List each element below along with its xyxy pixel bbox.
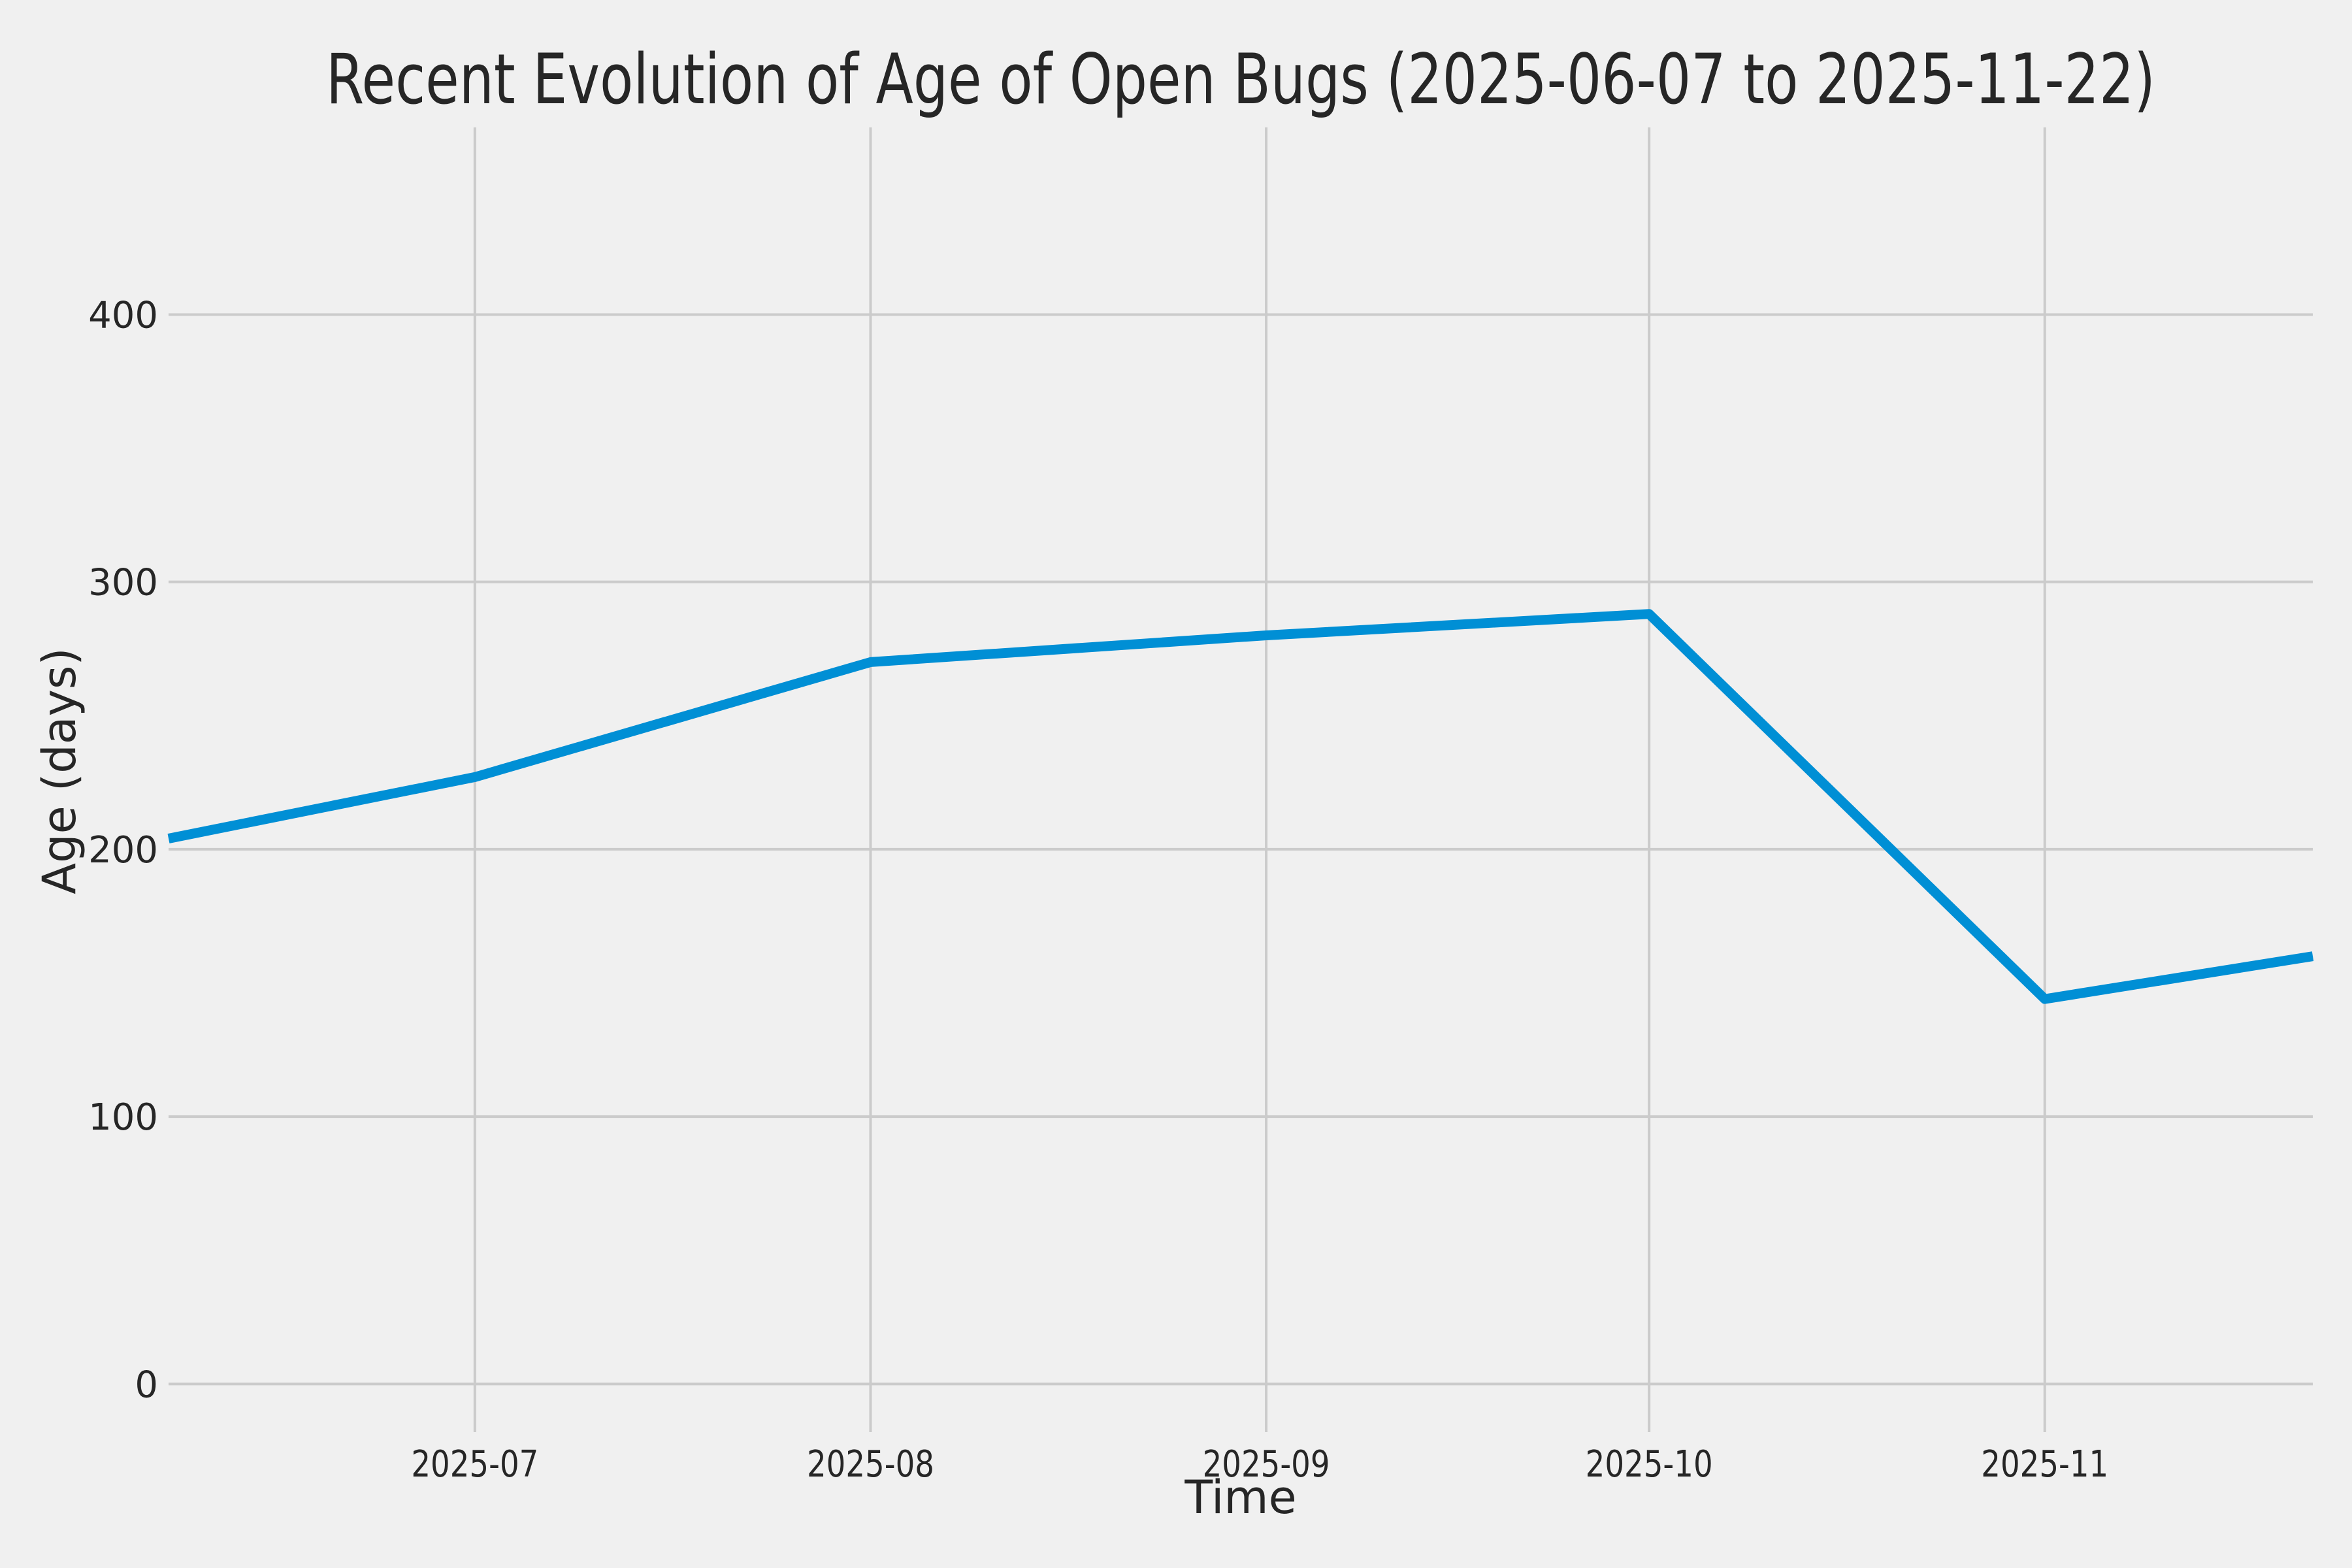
x-tick-label-2025-10: 2025-10 xyxy=(1586,1443,1713,1486)
series-line-age-of-open-bugs xyxy=(167,609,2314,1004)
gridlines-group xyxy=(169,127,2313,1432)
y-tick-label-100: 100 xyxy=(88,1096,158,1139)
y-tick-label-400: 400 xyxy=(88,294,158,336)
x-tick-label-2025-07: 2025-07 xyxy=(411,1443,538,1486)
x-axis-label: Time xyxy=(1184,1471,1296,1524)
y-tick-label-300: 300 xyxy=(88,562,158,604)
x-tick-label-2025-08: 2025-08 xyxy=(807,1443,934,1486)
y-axis-label: Age (days) xyxy=(33,647,86,894)
tick-labels-group: 0 100 200 300 400 2025-07 2025-08 2025-09 2025-1… xyxy=(88,294,2108,1486)
x-tick-label-2025-11: 2025-11 xyxy=(1981,1443,2108,1486)
y-tick-label-0: 0 xyxy=(135,1364,158,1406)
y-tick-label-200: 200 xyxy=(88,829,158,872)
x-tick-label-2025-09: 2025-09 xyxy=(1203,1443,1330,1486)
chart-title: Recent Evolution of Age of Open Bugs (20… xyxy=(326,39,2155,120)
